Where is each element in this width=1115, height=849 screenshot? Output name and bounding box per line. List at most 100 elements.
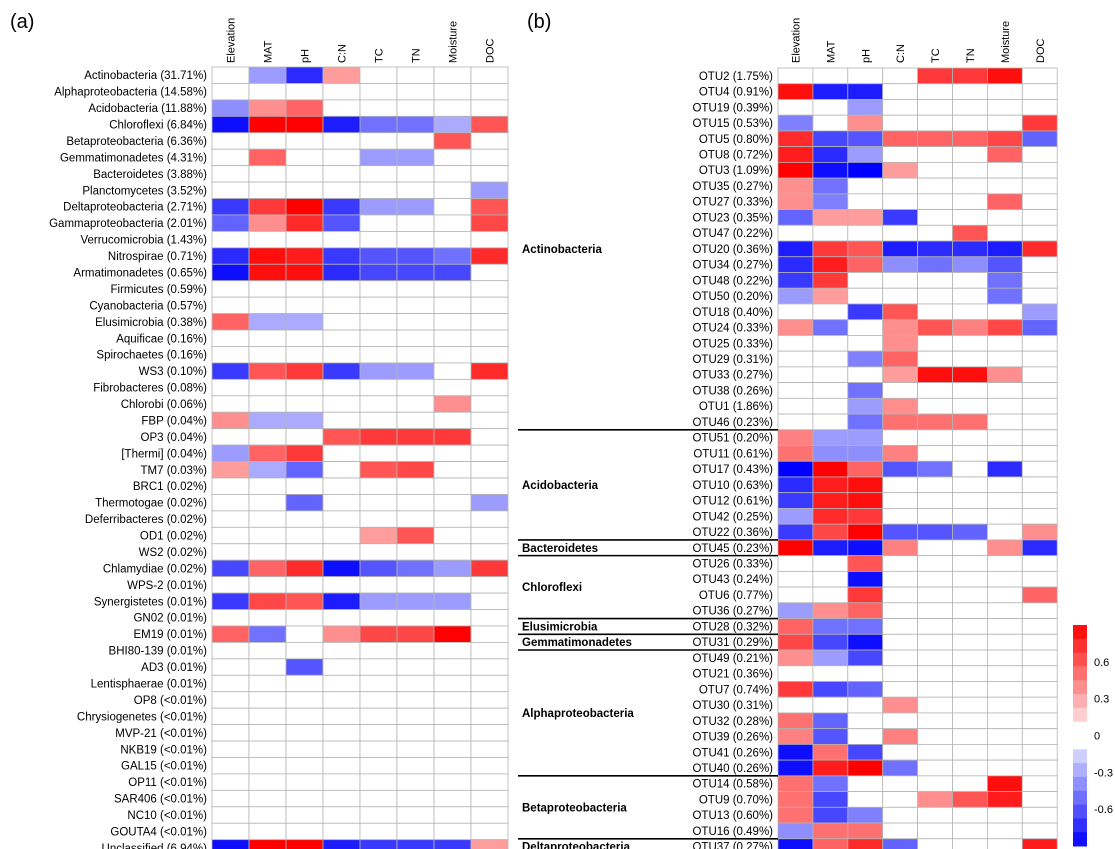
heatmap-cell: [211, 609, 250, 627]
heatmap-cell: [777, 681, 814, 698]
row-label: NC10 (<0.01%): [127, 810, 207, 822]
heatmap-cell: [470, 461, 509, 479]
heatmap-cell: [987, 696, 1023, 714]
heatmap-cell: [433, 411, 472, 430]
heatmap-cell: [285, 99, 324, 117]
heatmap-cell: [847, 224, 884, 242]
heatmap-cell: [285, 559, 324, 578]
row-label: Spirochaetes (0.16%): [96, 350, 207, 362]
heatmap-cell: [285, 707, 324, 725]
heatmap-cell: [433, 115, 472, 134]
heatmap-cell: [812, 806, 849, 824]
heatmap-cell: [847, 209, 884, 226]
heatmap-cell: [396, 724, 435, 742]
heatmap-cell: [322, 230, 361, 249]
heatmap-cell: [847, 161, 884, 179]
heatmap-cell: [987, 240, 1023, 258]
heatmap-cell: [322, 165, 361, 183]
heatmap-cell: [952, 791, 988, 808]
heatmap-cell: [433, 296, 472, 315]
row-label: OTU33 (0.27%): [692, 370, 773, 382]
heatmap-cell: [812, 240, 849, 258]
heatmap-cell: [952, 665, 988, 682]
heatmap-cell: [952, 759, 988, 777]
heatmap-cell: [470, 494, 509, 512]
heatmap-cell: [952, 570, 988, 588]
heatmap-cell: [285, 378, 324, 397]
heatmap-cell: [952, 114, 988, 132]
heatmap-cell: [285, 477, 324, 495]
heatmap-cell: [322, 740, 361, 758]
heatmap-cell: [322, 378, 361, 397]
heatmap-cell: [847, 555, 884, 572]
heatmap-cell: [433, 674, 472, 693]
heatmap-cell: [917, 256, 953, 273]
heatmap-cell: [285, 263, 324, 282]
row-label: Lentisphaerae (0.01%): [91, 679, 208, 691]
heatmap-cell: [952, 350, 988, 368]
heatmap-cell: [917, 586, 953, 604]
heatmap-cell: [952, 586, 988, 604]
heatmap-cell: [987, 319, 1023, 336]
heatmap-cell: [248, 559, 287, 578]
heatmap-cell: [847, 319, 884, 336]
heatmap-cell: [917, 146, 953, 163]
heatmap-cell: [952, 287, 988, 305]
heatmap-cell: [987, 114, 1023, 132]
row-label: Chlorobi (0.06%): [121, 399, 207, 411]
heatmap-cell: [952, 523, 988, 541]
row-label: FBP (0.04%): [141, 415, 207, 427]
heatmap-cell: [359, 83, 398, 101]
heatmap-cell: [359, 822, 398, 841]
heatmap-cell: [987, 224, 1023, 242]
heatmap-cell: [359, 280, 398, 298]
heatmap-cell: [812, 413, 849, 431]
row-label: OTU6 (0.77%): [699, 590, 773, 602]
heatmap-cell: [285, 740, 324, 758]
heatmap-cell: [285, 83, 324, 101]
heatmap-cell: [211, 230, 250, 249]
row-label: OTU29 (0.31%): [692, 354, 773, 366]
heatmap-cell: [812, 209, 849, 226]
heatmap-cell: [211, 510, 250, 528]
heatmap-cell: [285, 822, 324, 841]
heatmap-cell: [952, 743, 988, 761]
row-label: Unclassified (6.94%): [102, 843, 208, 849]
heatmap-cell: [470, 691, 509, 709]
row-label: OTU46 (0.23%): [692, 417, 773, 429]
heatmap-cell: [777, 460, 814, 478]
heatmap-cell: [248, 411, 287, 430]
heatmap-cell: [359, 329, 398, 347]
heatmap-cell: [396, 461, 435, 479]
heatmap-cell: [396, 592, 435, 610]
heatmap-cell: [470, 609, 509, 627]
heatmap-cell: [917, 791, 953, 808]
heatmap-cell: [433, 658, 472, 676]
heatmap-cell: [777, 728, 814, 745]
heatmap-cell: [777, 209, 814, 226]
heatmap-cell: [211, 313, 250, 331]
heatmap-cell: [917, 413, 953, 431]
heatmap-cell: [396, 230, 435, 249]
heatmap-cell: [322, 806, 361, 824]
heatmap-cell: [285, 494, 324, 512]
heatmap-cell: [359, 510, 398, 528]
heatmap-cell: [285, 461, 324, 479]
heatmap-cell: [359, 609, 398, 627]
heatmap-cell: [359, 477, 398, 495]
heatmap-cell: [882, 287, 919, 305]
heatmap-cell: [952, 240, 988, 258]
heatmap-cell: [396, 658, 435, 676]
heatmap-cell: [987, 570, 1023, 588]
heatmap-cell: [987, 508, 1023, 525]
row-label: OTU50 (0.20%): [692, 291, 773, 303]
row-label: Cyanobacteria (0.57%): [89, 300, 207, 312]
column-label: TN: [411, 48, 423, 63]
heatmap-cell: [1021, 146, 1058, 163]
heatmap-cell: [952, 366, 988, 383]
heatmap-cell: [248, 198, 287, 216]
heatmap-cell: [952, 319, 988, 336]
heatmap-cell: [777, 256, 814, 273]
heatmap-cell: [285, 543, 324, 561]
heatmap-cell: [987, 287, 1023, 305]
